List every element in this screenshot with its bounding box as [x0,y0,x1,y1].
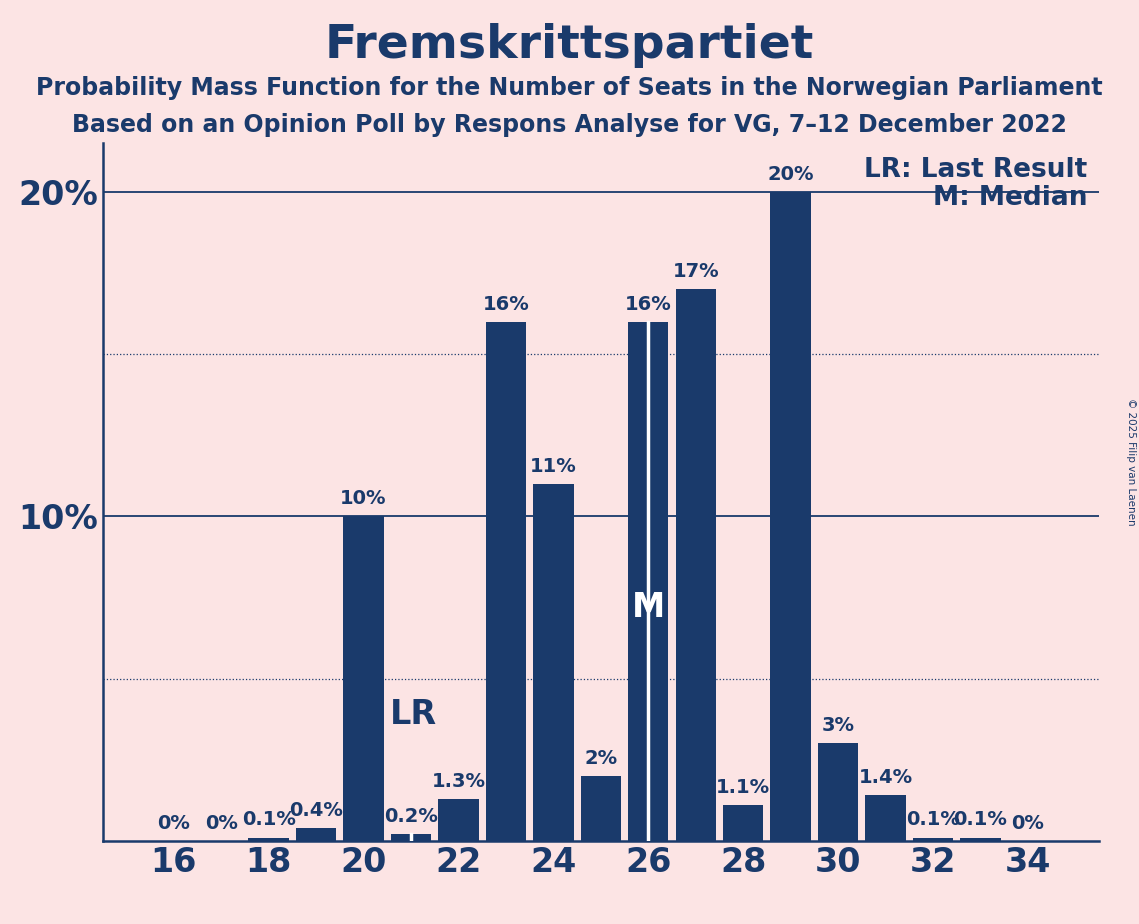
Bar [675,289,716,841]
Bar [343,517,384,841]
Bar [248,837,289,841]
Text: LR: LR [390,698,437,731]
Bar [723,805,763,841]
Bar [391,834,432,841]
Bar [912,837,953,841]
Bar [960,837,1001,841]
Bar [581,776,621,841]
Text: 1.1%: 1.1% [716,778,770,797]
Text: 16%: 16% [625,295,672,313]
Text: 0.4%: 0.4% [289,801,343,820]
Text: 20%: 20% [768,164,814,184]
Text: 1.4%: 1.4% [859,768,912,787]
Bar [818,744,859,841]
Bar [866,796,906,841]
Text: LR: Last Result: LR: Last Result [865,157,1088,183]
Bar [485,322,526,841]
Bar [296,828,336,841]
Text: 0.2%: 0.2% [384,808,437,826]
Text: 11%: 11% [530,456,576,476]
Text: 0.1%: 0.1% [241,810,295,830]
Text: © 2025 Filip van Laenen: © 2025 Filip van Laenen [1126,398,1136,526]
Text: M: Median: M: Median [933,185,1088,211]
Text: 0.1%: 0.1% [907,810,960,830]
Text: Fremskrittspartiet: Fremskrittspartiet [325,23,814,68]
Text: Based on an Opinion Poll by Respons Analyse for VG, 7–12 December 2022: Based on an Opinion Poll by Respons Anal… [72,113,1067,137]
Text: 1.3%: 1.3% [432,772,485,791]
Bar [533,484,574,841]
Text: 0.1%: 0.1% [953,810,1007,830]
Text: 2%: 2% [584,748,617,768]
Bar [628,322,669,841]
Text: Probability Mass Function for the Number of Seats in the Norwegian Parliament: Probability Mass Function for the Number… [36,76,1103,100]
Text: M: M [632,590,665,624]
Text: 0%: 0% [1011,814,1044,833]
Text: 0%: 0% [205,814,238,833]
Text: 10%: 10% [341,489,387,508]
Bar [770,192,811,841]
Text: 17%: 17% [672,262,719,281]
Text: 3%: 3% [821,716,854,736]
Text: 0%: 0% [157,814,190,833]
Bar [439,798,478,841]
Text: 16%: 16% [483,295,530,313]
